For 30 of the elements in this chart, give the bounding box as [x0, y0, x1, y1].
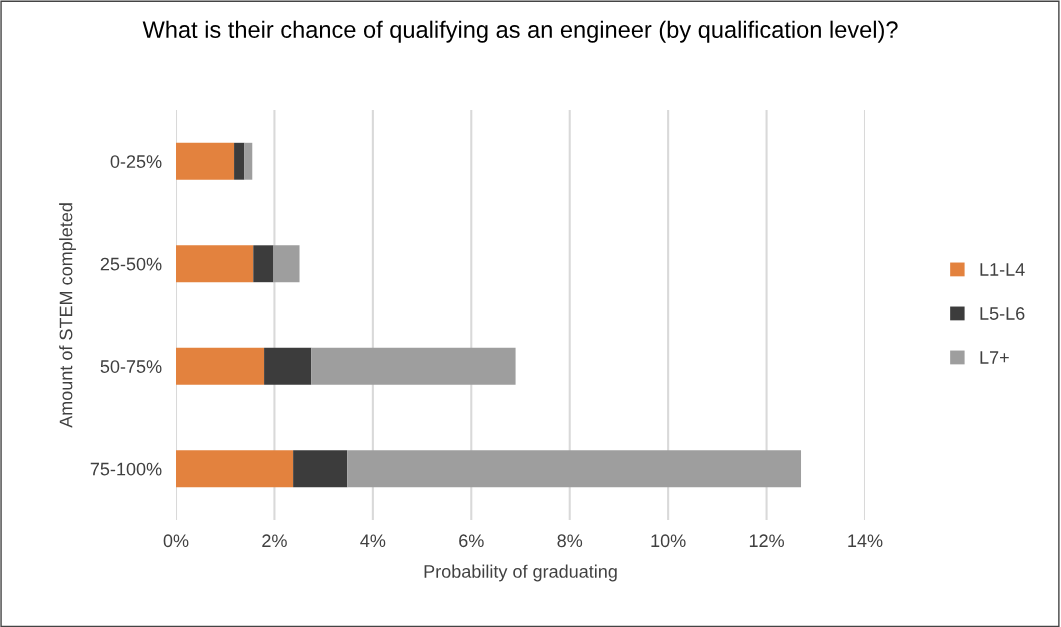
bar: [311, 347, 516, 385]
x-tick-label: 6%: [459, 534, 484, 548]
x-tick-label: 4%: [360, 534, 386, 548]
y-tick-label: 75-100%: [90, 462, 162, 476]
bar: [176, 245, 254, 283]
x-tick-label: 10%: [651, 534, 686, 548]
x-axis-title: Probability of graduating: [424, 564, 617, 582]
bar: [176, 142, 235, 180]
y-tick-label: 50-75%: [100, 360, 162, 373]
x-tick-label: 2%: [262, 534, 287, 548]
y-tick-label: 25-50%: [100, 257, 162, 271]
bar: [293, 450, 348, 488]
x-tick-label: 12%: [749, 534, 784, 548]
bar: [253, 245, 274, 283]
legend-label: L7+: [980, 351, 1009, 364]
y-tick-label: 0-25%: [110, 155, 162, 168]
bar: [264, 347, 312, 385]
bar: [244, 142, 253, 180]
y-axis-title: Amount of STEM completed: [59, 203, 76, 428]
x-tick-label: 8%: [557, 534, 583, 548]
legend-label: L5-L6: [980, 307, 1025, 320]
bar: [176, 347, 265, 385]
bar: [234, 142, 245, 180]
bar: [273, 245, 300, 283]
x-tick-label: 14%: [848, 534, 883, 548]
bar: [347, 450, 802, 488]
legend-label: L1-L4: [980, 263, 1025, 276]
chart-title: What is their chance of qualifying as an engineer (by qualification level)?: [142, 20, 898, 43]
x-tick-label: 0%: [163, 534, 189, 548]
bar: [176, 450, 294, 488]
